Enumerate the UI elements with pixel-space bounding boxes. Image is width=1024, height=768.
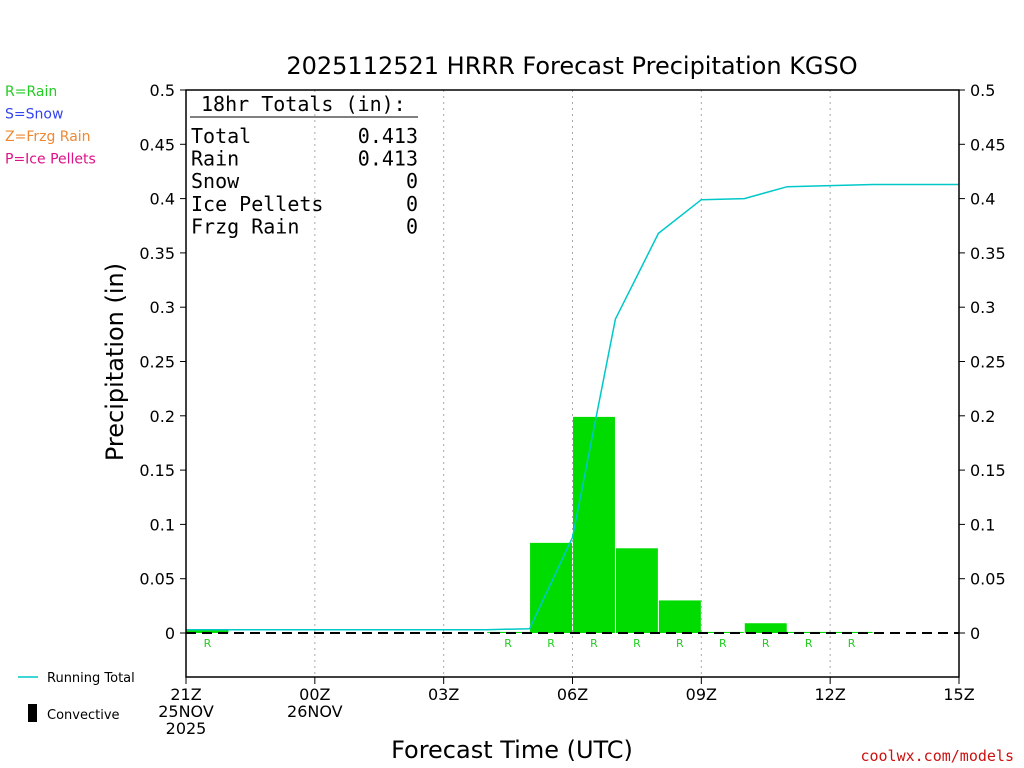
running-total-legend-label: Running Total (47, 671, 135, 686)
ptype-legend-item: S=Snow (5, 107, 63, 123)
ptype-marker-06z: R (547, 637, 555, 650)
y-tick-label-right: 0.15 (970, 461, 1006, 480)
y-tick-label-right: 0.25 (970, 353, 1006, 372)
x-tick-label: 15Z (943, 685, 974, 704)
y-tick-label-left: 0.5 (150, 81, 175, 100)
bars-layer (186, 416, 873, 633)
totals-label: Snow (191, 169, 240, 193)
precip-bar-11z (744, 623, 787, 633)
ptype-marker-07z: R (590, 637, 598, 650)
x-tick-label: 09Z (686, 685, 717, 704)
y-tick-label-right: 0.4 (970, 190, 995, 209)
y-tick-label-left: 0.2 (150, 407, 175, 426)
credit-link[interactable]: coolwx.com/models (860, 747, 1014, 765)
y-tick-label-right: 0.5 (970, 81, 995, 100)
ptype-marker-09z: R (676, 637, 684, 650)
precip-bar-09z (658, 600, 701, 633)
x-tick-label: 26NOV (287, 702, 343, 721)
y-tick-label-left: 0 (165, 624, 175, 643)
precip-bar-22z (186, 629, 229, 633)
precip-bar-06z (530, 542, 572, 633)
convective-legend-swatch (28, 704, 37, 722)
totals-value: 0.413 (358, 147, 418, 171)
y-tick-label-left: 0.4 (150, 190, 175, 209)
y-tick-label-left: 0.45 (139, 135, 175, 154)
ptype-marker-13z: R (848, 637, 856, 650)
ptype-legend-item: R=Rain (5, 84, 57, 100)
chart-title: 2025112521 HRRR Forecast Precipitation K… (286, 52, 857, 80)
totals-label: Rain (191, 147, 239, 171)
y-tick-label-right: 0 (970, 624, 980, 643)
totals-value: 0 (406, 192, 418, 216)
ptype-marker-12z: R (805, 637, 813, 650)
y-tick-label-right: 0.05 (970, 570, 1006, 589)
convective-legend-label: Convective (47, 708, 120, 723)
ptype-marker-11z: R (762, 637, 770, 650)
ptype-marker-05z: R (504, 637, 512, 650)
totals-label: Total (191, 124, 251, 148)
y-tick-label-right: 0.1 (970, 515, 995, 534)
totals-value: 0 (406, 214, 418, 238)
y-tick-label-right: 0.35 (970, 244, 1006, 263)
totals-value: 0 (406, 169, 418, 193)
running-total-line (186, 183, 959, 631)
x-tick-label: 12Z (815, 685, 846, 704)
x-tick-label: 03Z (428, 685, 459, 704)
totals-label: Frzg Rain (191, 214, 299, 238)
y-tick-label-left: 0.1 (150, 515, 175, 534)
y-tick-label-left: 0.15 (139, 461, 175, 480)
y-tick-label-left: 0.25 (139, 353, 175, 372)
totals-header: 18hr Totals (in): (201, 92, 406, 116)
x-tick-label: 21Z (170, 685, 201, 704)
totals-label: Ice Pellets (191, 192, 323, 216)
y-tick-label-left: 0.35 (139, 244, 175, 263)
x-axis-label: Forecast Time (UTC) (391, 736, 633, 764)
y-tick-label-right: 0.2 (970, 407, 995, 426)
grid-lines (314, 90, 831, 677)
precip-bar-12z (787, 631, 830, 633)
x-tick-label: 06Z (557, 685, 588, 704)
ptype-legend-item: Z=Frzg Rain (5, 129, 91, 145)
running-total-line-layer (186, 183, 959, 631)
totals-box: 18hr Totals (in): Total 0.413 Rain 0.413 Snow… (190, 92, 418, 238)
y-tick-label-right: 0.3 (970, 298, 995, 317)
x-tick-label: 00Z (299, 685, 330, 704)
x-tick-label: 25NOV (158, 702, 214, 721)
y-tick-label-left: 0.3 (150, 298, 175, 317)
totals-value: 0.413 (358, 124, 418, 148)
ptype-legend-item: P=Ice Pellets (5, 152, 96, 168)
y-tick-label-right: 0.45 (970, 135, 1006, 154)
ptype-marker-22z: R (204, 637, 212, 650)
ptype-marker-10z: R (719, 637, 727, 650)
ptype-legend: R=Rain S=Snow Z=Frzg Rain P=Ice Pellets (5, 84, 96, 168)
precip-bar-07z (573, 416, 615, 633)
y-axis-left: 0 0.05 0.1 0.15 0.2 0.25 0.3 0.35 0.4 0.45 0.5 (139, 81, 186, 643)
y-axis-right: 0 0.05 0.1 0.15 0.2 0.25 0.3 0.35 0.4 0.45 0.5 (959, 81, 1006, 643)
x-tick-label: 2025 (166, 719, 207, 738)
y-tick-label-left: 0.05 (139, 570, 175, 589)
precip-bar-08z (615, 548, 658, 633)
ptype-marker-08z: R (633, 637, 641, 650)
bottom-legend: Running Total Convective (18, 671, 135, 723)
y-axis-label: Precipitation (in) (101, 263, 129, 461)
